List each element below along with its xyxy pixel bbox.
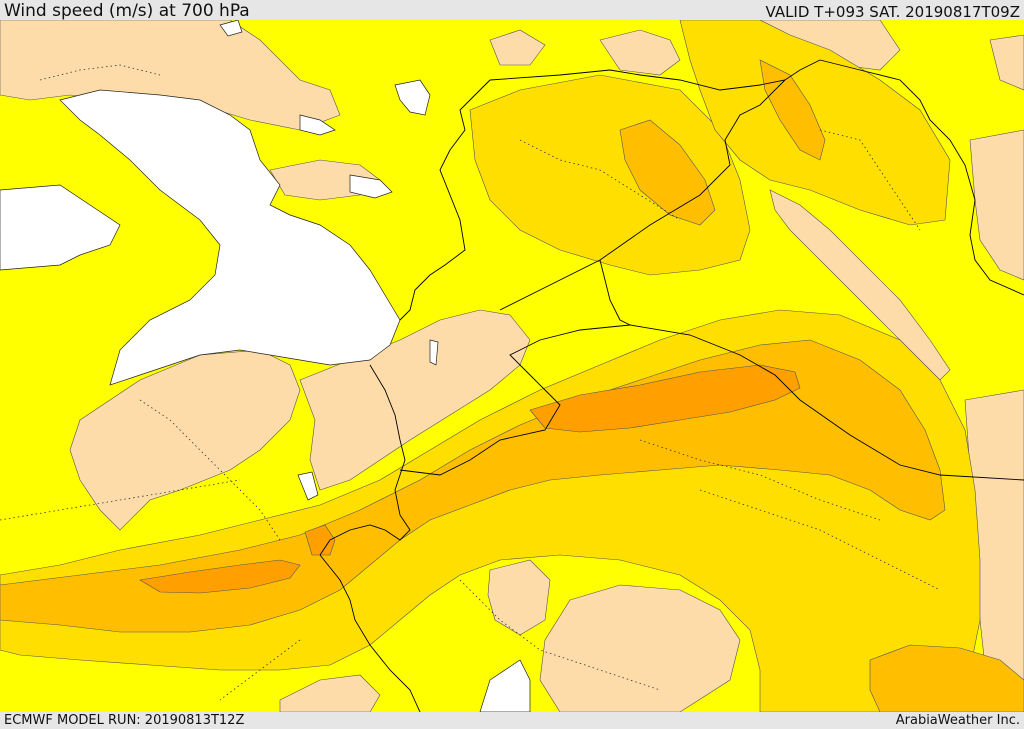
header-bar: Wind speed (m/s) at 700 hPa VALID T+093 … [0,0,1024,20]
political-boundaries [319,59,1024,712]
wind-speed-map[interactable] [0,20,1024,712]
red-sea-gulf [297,471,319,501]
mediterranean-sea [0,184,121,271]
footer-bar: ECMWF MODEL RUN: 20190813T12Z ArabiaWeat… [0,712,1024,729]
valid-time: VALID T+093 SAT. 20190817T09Z [765,3,1020,21]
map-title: Wind speed (m/s) at 700 hPa [4,1,250,21]
wind-band-4 [139,364,801,594]
model-run-label: ECMWF MODEL RUN: 20190813T12Z [4,713,245,728]
credit-label: ArabiaWeather Inc. [895,713,1020,728]
water-bodies [0,20,531,712]
regional-boundaries [0,64,941,701]
